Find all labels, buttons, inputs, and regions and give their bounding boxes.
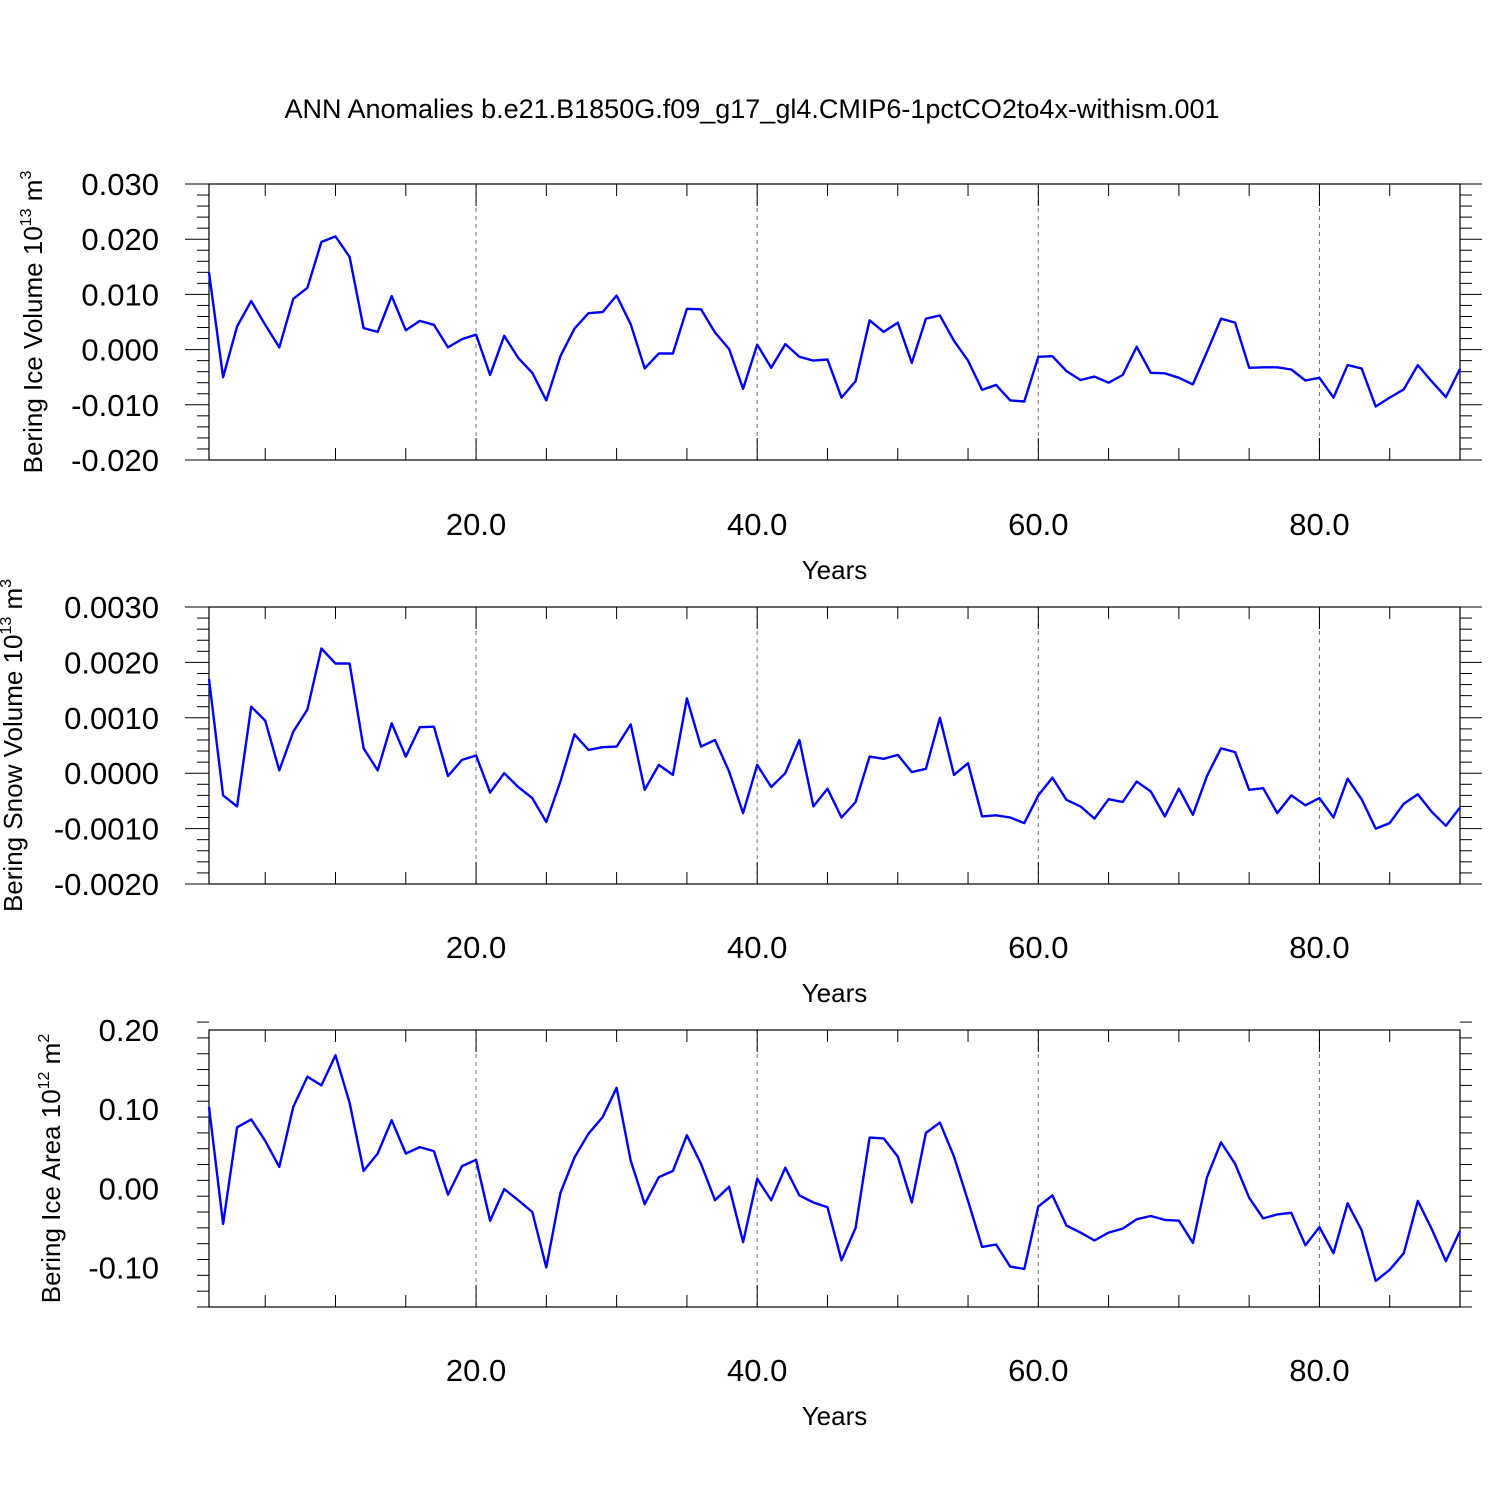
y-axis-label: Bering Snow Volume 1013 m3 xyxy=(0,579,28,912)
x-tick-label: 80.0 xyxy=(1289,1353,1349,1388)
x-tick-label: 40.0 xyxy=(727,930,787,965)
y-tick-label: -0.010 xyxy=(71,388,159,423)
series-line xyxy=(207,647,1461,830)
panel-3: 20.0 40.0 60.0 80.0 -0.10 0.00 0.10 0.20 Years Be… xyxy=(36,1013,1472,1431)
y-tick-label: 0.10 xyxy=(99,1092,159,1127)
y-tick-label: -0.0020 xyxy=(54,867,159,902)
series-line xyxy=(207,1054,1462,1283)
y-tick-label: 0.030 xyxy=(81,167,159,202)
y-tick-label: 0.0000 xyxy=(64,756,159,791)
panel-1: 20.0 40.0 60.0 80.0 -0.020 -0.010 0.000 0.010 0.… xyxy=(18,167,1482,585)
y-tick-label: 0.20 xyxy=(99,1013,159,1048)
x-axis-label: Years xyxy=(802,978,868,1008)
y-tick-label: -0.020 xyxy=(71,443,159,478)
x-axis-label: Years xyxy=(802,1401,868,1431)
x-axis-label: Years xyxy=(802,555,868,585)
y-axis-label: Bering Ice Area 1012 m2 xyxy=(36,1034,66,1304)
y-tick-label: 0.010 xyxy=(81,277,159,312)
y-tick-label: 0.0020 xyxy=(64,645,159,680)
y-axis-label: Bering Ice Volume 1013 m3 xyxy=(18,171,48,474)
x-tick-label: 40.0 xyxy=(727,507,787,542)
x-tick-label: 20.0 xyxy=(446,507,506,542)
plot-frame xyxy=(208,606,1461,885)
x-tick-label: 60.0 xyxy=(1008,507,1068,542)
y-tick-label: -0.10 xyxy=(88,1250,159,1285)
chart-title: ANN Anomalies b.e21.B1850G.f09_g17_gl4.C… xyxy=(284,94,1219,124)
y-tick-label: 0.000 xyxy=(81,333,159,368)
y-tick-label: 0.00 xyxy=(99,1171,159,1206)
series-line xyxy=(207,235,1462,408)
plot-frame xyxy=(208,183,1461,461)
y-tick-label: 0.0030 xyxy=(64,590,159,625)
x-tick-label: 60.0 xyxy=(1008,930,1068,965)
y-tick-label: 0.0010 xyxy=(64,701,159,736)
x-tick-label: 20.0 xyxy=(446,1353,506,1388)
y-tick-label: -0.0010 xyxy=(54,812,159,847)
x-tick-label: 80.0 xyxy=(1289,507,1349,542)
x-tick-label: 60.0 xyxy=(1008,1353,1068,1388)
x-tick-label: 20.0 xyxy=(446,930,506,965)
panel-2: 20.0 40.0 60.0 80.0 -0.0020 -0.0010 0.0000 0.00… xyxy=(0,579,1482,1008)
x-tick-label: 40.0 xyxy=(727,1353,787,1388)
y-tick-label: 0.020 xyxy=(81,222,159,257)
x-tick-label: 80.0 xyxy=(1289,930,1349,965)
plot-frame xyxy=(208,1029,1461,1308)
